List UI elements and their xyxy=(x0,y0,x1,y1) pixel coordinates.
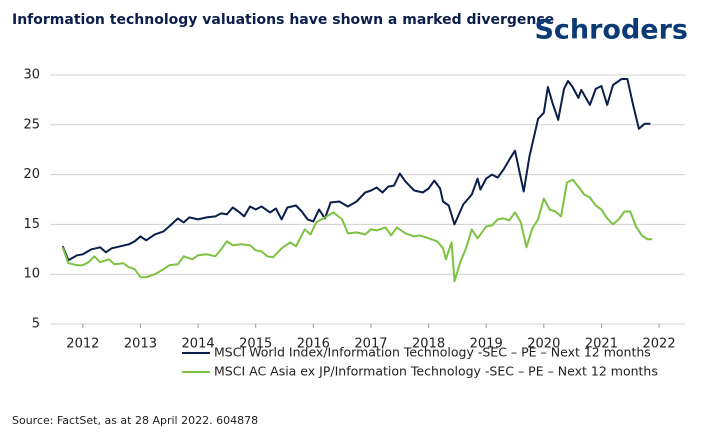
x-tick-label: 2017 xyxy=(354,337,387,352)
legend-label: MSCI AC Asia ex JP/Information Technolog… xyxy=(214,364,658,379)
source-note: Source: FactSet, as at 28 April 2022. 60… xyxy=(12,414,258,427)
data-line xyxy=(61,178,653,283)
data-line xyxy=(61,78,651,262)
y-tick-label: 10 xyxy=(23,267,40,282)
x-tick-label: 2018 xyxy=(412,337,445,352)
y-tick-label: 20 xyxy=(23,167,40,182)
y-tick-label: 30 xyxy=(23,68,40,83)
x-tick-label: 2022 xyxy=(643,337,676,352)
x-tick-label: 2020 xyxy=(527,337,560,352)
brand-logo: Schroders xyxy=(534,15,688,46)
x-tick-label: 2021 xyxy=(585,337,618,352)
legend-label: MSCI World Index/Information Technology … xyxy=(214,345,651,360)
x-tick-label: 2015 xyxy=(239,337,272,352)
x-tick-label: 2014 xyxy=(182,337,215,352)
y-tick-label: 5 xyxy=(32,317,40,332)
x-tick-label: 2012 xyxy=(66,337,99,352)
chart-title: Information technology valuations have s… xyxy=(12,12,554,28)
y-tick-label: 25 xyxy=(23,117,40,132)
x-tick-label: 2013 xyxy=(124,337,157,352)
x-tick-label: 2016 xyxy=(297,337,330,352)
x-tick-label: 2019 xyxy=(470,337,503,352)
y-tick-label: 15 xyxy=(23,217,40,232)
